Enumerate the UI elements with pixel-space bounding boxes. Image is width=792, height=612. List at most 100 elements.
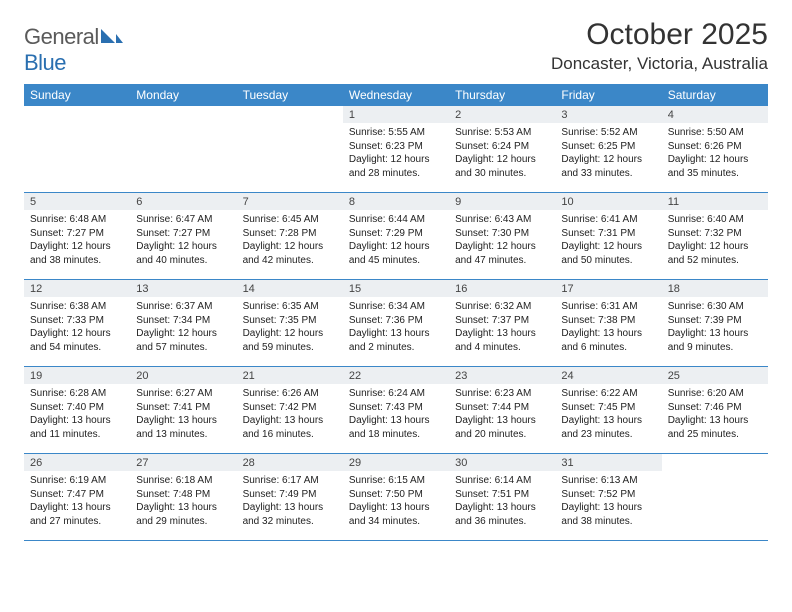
day-number: 3 <box>555 106 661 123</box>
day-line-sr: Sunrise: 6:38 AM <box>30 300 124 314</box>
day-line-sr: Sunrise: 5:55 AM <box>349 126 443 140</box>
day-body: Sunrise: 6:37 AMSunset: 7:34 PMDaylight:… <box>130 297 236 358</box>
day-number: 9 <box>449 193 555 210</box>
day-cell: 22Sunrise: 6:24 AMSunset: 7:43 PMDayligh… <box>343 367 449 453</box>
title-block: October 2025 Doncaster, Victoria, Austra… <box>551 18 768 74</box>
day-line-d1: Daylight: 12 hours <box>136 240 230 254</box>
day-line-d1: Daylight: 13 hours <box>561 501 655 515</box>
day-line-sr: Sunrise: 6:17 AM <box>243 474 337 488</box>
day-line-d2: and 52 minutes. <box>668 254 762 268</box>
day-line-sr: Sunrise: 5:53 AM <box>455 126 549 140</box>
day-line-d2: and 33 minutes. <box>561 167 655 181</box>
day-line-d1: Daylight: 13 hours <box>668 414 762 428</box>
day-cell: 6Sunrise: 6:47 AMSunset: 7:27 PMDaylight… <box>130 193 236 279</box>
day-line-sr: Sunrise: 6:20 AM <box>668 387 762 401</box>
day-line-d1: Daylight: 12 hours <box>455 240 549 254</box>
day-cell: 13Sunrise: 6:37 AMSunset: 7:34 PMDayligh… <box>130 280 236 366</box>
day-body: Sunrise: 6:34 AMSunset: 7:36 PMDaylight:… <box>343 297 449 358</box>
day-line-sr: Sunrise: 5:52 AM <box>561 126 655 140</box>
day-line-d2: and 29 minutes. <box>136 515 230 529</box>
day-line-ss: Sunset: 7:40 PM <box>30 401 124 415</box>
day-number: 16 <box>449 280 555 297</box>
day-line-ss: Sunset: 7:47 PM <box>30 488 124 502</box>
day-line-sr: Sunrise: 6:43 AM <box>455 213 549 227</box>
day-number: 27 <box>130 454 236 471</box>
day-body: Sunrise: 6:47 AMSunset: 7:27 PMDaylight:… <box>130 210 236 271</box>
day-line-d1: Daylight: 13 hours <box>243 414 337 428</box>
day-line-sr: Sunrise: 6:31 AM <box>561 300 655 314</box>
day-line-d2: and 59 minutes. <box>243 341 337 355</box>
day-line-d2: and 50 minutes. <box>561 254 655 268</box>
logo-sail-icon <box>101 24 123 49</box>
day-cell: 31Sunrise: 6:13 AMSunset: 7:52 PMDayligh… <box>555 454 661 540</box>
day-body: Sunrise: 6:23 AMSunset: 7:44 PMDaylight:… <box>449 384 555 445</box>
day-cell: 20Sunrise: 6:27 AMSunset: 7:41 PMDayligh… <box>130 367 236 453</box>
day-line-d2: and 2 minutes. <box>349 341 443 355</box>
day-line-d1: Daylight: 13 hours <box>455 501 549 515</box>
day-number: 26 <box>24 454 130 471</box>
day-line-d2: and 13 minutes. <box>136 428 230 442</box>
day-line-d1: Daylight: 12 hours <box>243 327 337 341</box>
day-line-sr: Sunrise: 6:40 AM <box>668 213 762 227</box>
logo-text-2: Blue <box>24 50 66 75</box>
day-line-d1: Daylight: 12 hours <box>455 153 549 167</box>
day-cell: 3Sunrise: 5:52 AMSunset: 6:25 PMDaylight… <box>555 106 661 192</box>
day-number: 25 <box>662 367 768 384</box>
day-line-ss: Sunset: 7:46 PM <box>668 401 762 415</box>
day-line-d1: Daylight: 13 hours <box>561 414 655 428</box>
day-cell: 5Sunrise: 6:48 AMSunset: 7:27 PMDaylight… <box>24 193 130 279</box>
day-line-sr: Sunrise: 6:34 AM <box>349 300 443 314</box>
day-line-d1: Daylight: 13 hours <box>30 501 124 515</box>
day-line-d2: and 38 minutes. <box>30 254 124 268</box>
day-body: Sunrise: 6:38 AMSunset: 7:33 PMDaylight:… <box>24 297 130 358</box>
day-body: Sunrise: 6:13 AMSunset: 7:52 PMDaylight:… <box>555 471 661 532</box>
day-line-ss: Sunset: 7:35 PM <box>243 314 337 328</box>
day-line-sr: Sunrise: 6:41 AM <box>561 213 655 227</box>
day-cell: 29Sunrise: 6:15 AMSunset: 7:50 PMDayligh… <box>343 454 449 540</box>
day-cell: 19Sunrise: 6:28 AMSunset: 7:40 PMDayligh… <box>24 367 130 453</box>
day-body: Sunrise: 5:55 AMSunset: 6:23 PMDaylight:… <box>343 123 449 184</box>
day-cell: 12Sunrise: 6:38 AMSunset: 7:33 PMDayligh… <box>24 280 130 366</box>
day-line-sr: Sunrise: 6:48 AM <box>30 213 124 227</box>
day-line-d2: and 6 minutes. <box>561 341 655 355</box>
day-number: 30 <box>449 454 555 471</box>
day-cell: 21Sunrise: 6:26 AMSunset: 7:42 PMDayligh… <box>237 367 343 453</box>
day-line-sr: Sunrise: 6:26 AM <box>243 387 337 401</box>
day-number: 12 <box>24 280 130 297</box>
day-body: Sunrise: 6:41 AMSunset: 7:31 PMDaylight:… <box>555 210 661 271</box>
day-line-d2: and 27 minutes. <box>30 515 124 529</box>
day-line-sr: Sunrise: 6:30 AM <box>668 300 762 314</box>
day-line-d2: and 47 minutes. <box>455 254 549 268</box>
day-cell: 26Sunrise: 6:19 AMSunset: 7:47 PMDayligh… <box>24 454 130 540</box>
day-line-d2: and 45 minutes. <box>349 254 443 268</box>
weeks-container: 1Sunrise: 5:55 AMSunset: 6:23 PMDaylight… <box>24 106 768 541</box>
day-body: Sunrise: 5:52 AMSunset: 6:25 PMDaylight:… <box>555 123 661 184</box>
day-line-sr: Sunrise: 6:18 AM <box>136 474 230 488</box>
day-body: Sunrise: 6:19 AMSunset: 7:47 PMDaylight:… <box>24 471 130 532</box>
day-number: 20 <box>130 367 236 384</box>
day-line-ss: Sunset: 6:23 PM <box>349 140 443 154</box>
day-line-ss: Sunset: 7:44 PM <box>455 401 549 415</box>
day-cell <box>130 106 236 192</box>
day-line-sr: Sunrise: 6:15 AM <box>349 474 443 488</box>
day-body: Sunrise: 6:27 AMSunset: 7:41 PMDaylight:… <box>130 384 236 445</box>
day-line-ss: Sunset: 7:52 PM <box>561 488 655 502</box>
day-header-cell: Thursday <box>449 84 555 106</box>
location-subtitle: Doncaster, Victoria, Australia <box>551 54 768 74</box>
day-cell: 16Sunrise: 6:32 AMSunset: 7:37 PMDayligh… <box>449 280 555 366</box>
day-line-d2: and 36 minutes. <box>455 515 549 529</box>
day-line-sr: Sunrise: 6:32 AM <box>455 300 549 314</box>
day-cell: 8Sunrise: 6:44 AMSunset: 7:29 PMDaylight… <box>343 193 449 279</box>
day-body: Sunrise: 6:28 AMSunset: 7:40 PMDaylight:… <box>24 384 130 445</box>
day-line-sr: Sunrise: 5:50 AM <box>668 126 762 140</box>
day-body: Sunrise: 6:30 AMSunset: 7:39 PMDaylight:… <box>662 297 768 358</box>
day-line-d2: and 23 minutes. <box>561 428 655 442</box>
day-line-d1: Daylight: 13 hours <box>349 327 443 341</box>
day-cell: 25 Sunrise: 6:20 AMSunset: 7:46 PMDayligh… <box>662 367 768 453</box>
day-cell: 10Sunrise: 6:41 AMSunset: 7:31 PMDayligh… <box>555 193 661 279</box>
day-line-d2: and 11 minutes. <box>30 428 124 442</box>
day-line-d1: Daylight: 12 hours <box>561 153 655 167</box>
day-line-d1: Daylight: 13 hours <box>455 414 549 428</box>
day-number: 6 <box>130 193 236 210</box>
day-body: Sunrise: 6:45 AMSunset: 7:28 PMDaylight:… <box>237 210 343 271</box>
